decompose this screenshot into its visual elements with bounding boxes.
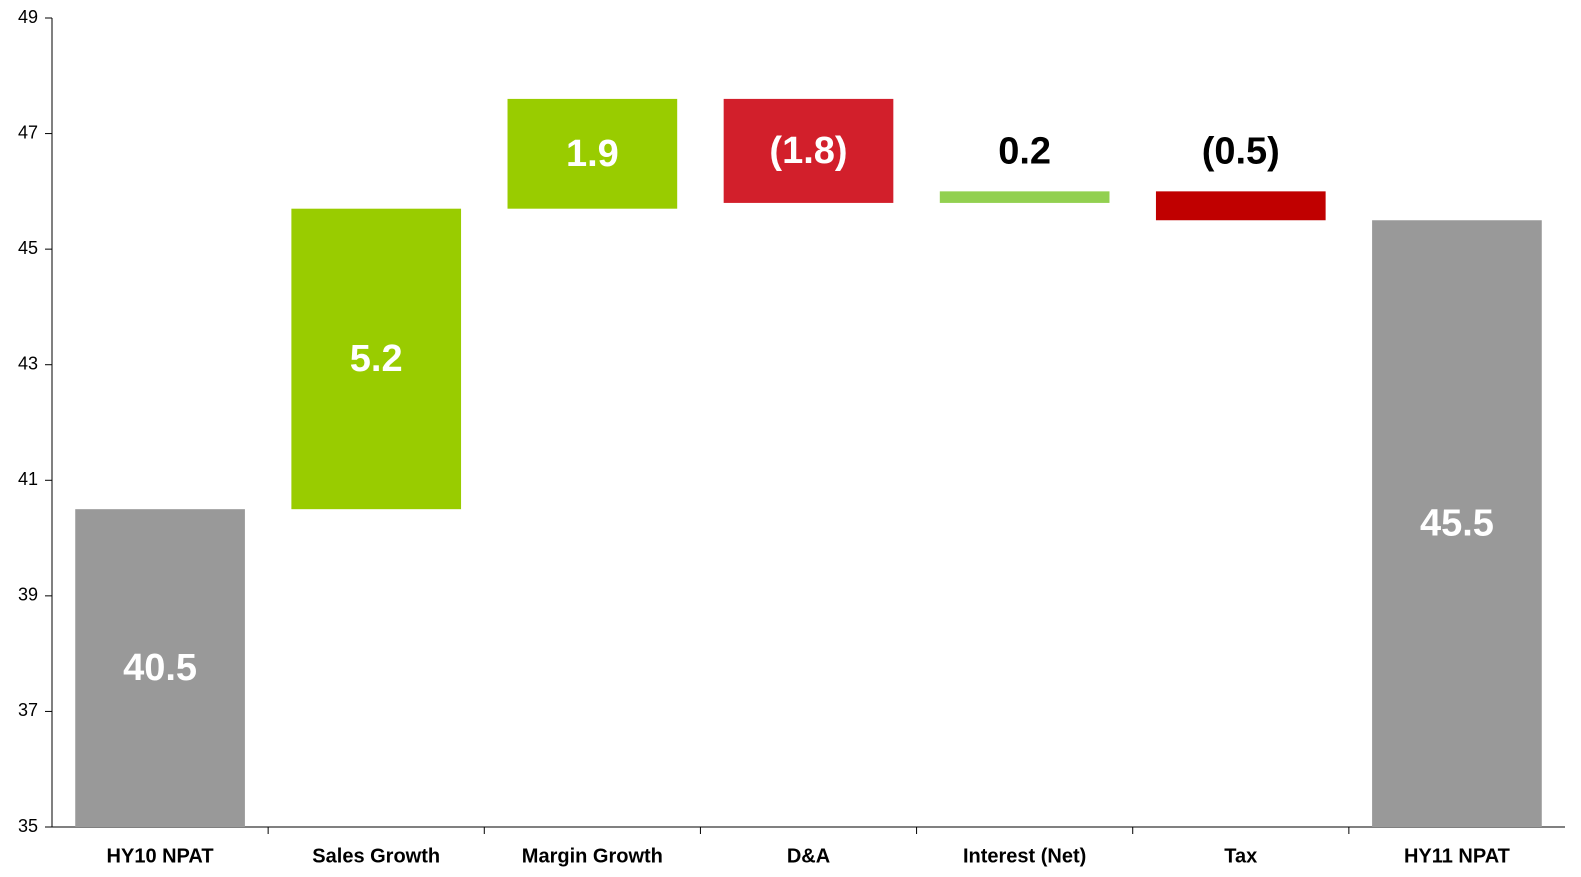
x-tick-label: Interest (Net) <box>963 845 1086 867</box>
y-tick-label: 41 <box>18 469 38 489</box>
value-label: 0.2 <box>998 130 1051 172</box>
y-tick-label: 35 <box>18 816 38 836</box>
y-tick-label: 39 <box>18 585 38 605</box>
bar <box>507 98 678 209</box>
bar <box>75 509 245 827</box>
x-tick-label: Sales Growth <box>312 845 440 867</box>
y-tick-label: 45 <box>18 238 38 258</box>
value-label: 40.5 <box>123 647 197 689</box>
bar <box>1372 220 1542 827</box>
x-tick-label: Tax <box>1224 845 1257 867</box>
bar <box>1155 191 1326 221</box>
x-tick-label: D&A <box>787 845 830 867</box>
bar <box>291 208 462 510</box>
y-tick-label: 37 <box>18 700 38 720</box>
x-tick-label: Margin Growth <box>522 845 663 867</box>
bar <box>723 98 894 203</box>
value-label: (0.5) <box>1202 130 1280 172</box>
value-label: 1.9 <box>566 133 619 175</box>
value-label: 45.5 <box>1420 503 1494 545</box>
x-tick-label: HY10 NPAT <box>107 845 214 867</box>
value-label: (1.8) <box>769 130 847 172</box>
y-tick-label: 49 <box>18 7 38 27</box>
y-tick-label: 43 <box>18 353 38 373</box>
bar <box>939 191 1110 203</box>
value-label: 5.2 <box>350 338 403 380</box>
y-tick-label: 47 <box>18 122 38 142</box>
x-tick-label: HY11 NPAT <box>1404 845 1510 867</box>
